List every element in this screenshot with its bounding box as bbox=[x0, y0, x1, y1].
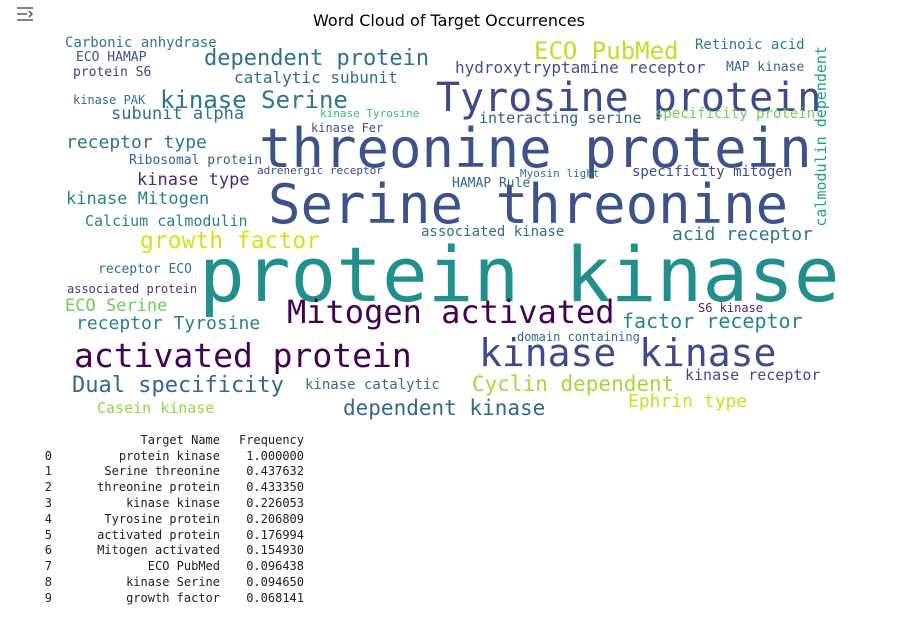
cloud-word: ECO HAMAP bbox=[76, 50, 147, 65]
frequency-cell: 0.154930 bbox=[246, 543, 304, 558]
cloud-word: S6 kinase bbox=[698, 301, 764, 315]
target-name-cell: protein kinase bbox=[118, 448, 220, 463]
column-header: Target Name bbox=[140, 432, 220, 447]
cloud-word: HAMAP Rule bbox=[452, 176, 531, 191]
cloud-word: kinase kinase bbox=[479, 331, 777, 375]
cloud-word: kinase receptor bbox=[685, 366, 821, 384]
cloud-word: kinase Tyrosine bbox=[320, 107, 420, 120]
cloud-word: receptor ECO bbox=[98, 262, 192, 277]
cloud-word: protein kinase bbox=[199, 230, 837, 319]
cloud-word: associated kinase bbox=[421, 224, 565, 240]
cloud-word: dependent protein bbox=[204, 46, 430, 71]
row-index: 2 bbox=[44, 480, 52, 495]
cloud-word: Cyclin dependent bbox=[472, 372, 675, 396]
table-row: 9 growth factor 0.068141 bbox=[0, 590, 304, 606]
cloud-word: Mitogen activated bbox=[287, 293, 615, 331]
frequency-cell: 0.226053 bbox=[246, 496, 304, 511]
row-index: 3 bbox=[44, 496, 52, 511]
cloud-word: kinase Mitogen bbox=[66, 189, 210, 209]
cloud-word: specificity mitogen bbox=[632, 164, 793, 180]
target-name-cell: kinase kinase bbox=[126, 496, 220, 511]
cloud-word: specificity protein bbox=[655, 106, 816, 122]
column-header: Frequency bbox=[238, 432, 304, 447]
target-name-cell: growth factor bbox=[126, 590, 220, 605]
cloud-word: hydroxytryptamine receptor bbox=[455, 58, 706, 77]
target-name-cell: Mitogen activated bbox=[97, 543, 220, 558]
frequency-cell: 0.433350 bbox=[246, 480, 304, 495]
table-row: 3 kinase kinase 0.226053 bbox=[0, 495, 304, 511]
row-index: 9 bbox=[44, 590, 52, 605]
word-cloud-image: protein kinase Serine threonine threonin… bbox=[62, 34, 837, 424]
frequency-cell: 0.176994 bbox=[246, 527, 304, 542]
table-row: 0 protein kinase 1.000000 bbox=[0, 448, 304, 464]
target-name-cell: kinase Serine bbox=[126, 575, 220, 590]
figure-title: Word Cloud of Target Occurrences bbox=[313, 11, 585, 30]
table-header-row: Target Name Frequency bbox=[0, 432, 304, 448]
cloud-word: Dual specificity bbox=[72, 373, 284, 398]
row-index: 5 bbox=[44, 527, 52, 542]
cloud-word: subunit alpha bbox=[111, 104, 245, 124]
cloud-word: Ribosomal protein bbox=[129, 153, 263, 168]
cloud-word: growth factor bbox=[140, 228, 321, 254]
cloud-word: threonine protein bbox=[259, 117, 812, 180]
table-row: 8 kinase Serine 0.094650 bbox=[0, 574, 304, 590]
cloud-word: Retinoic acid bbox=[695, 37, 805, 53]
cloud-word: MAP kinase bbox=[726, 60, 805, 75]
cloud-word: Ephrin type bbox=[628, 391, 748, 412]
cloud-word: factor receptor bbox=[622, 309, 803, 333]
frequency-cell: 0.096438 bbox=[246, 559, 304, 574]
table-row: 7 ECO PubMed 0.096438 bbox=[0, 558, 304, 574]
cloud-word: adrenergic receptor bbox=[257, 164, 383, 177]
output-toggle-icon[interactable] bbox=[14, 4, 36, 24]
cloud-word: Tyrosine protein bbox=[436, 75, 822, 121]
cloud-word: Carbonic anhydrase bbox=[65, 35, 217, 51]
cloud-word: kinase PAK bbox=[73, 93, 146, 107]
row-index: 8 bbox=[44, 575, 52, 590]
target-name-cell: Serine threonine bbox=[104, 464, 220, 479]
cloud-word: domain containing bbox=[517, 330, 640, 344]
row-index: 1 bbox=[44, 464, 52, 479]
cloud-word: interacting serine bbox=[479, 109, 642, 127]
cloud-word: kinase Fer bbox=[311, 121, 384, 135]
cloud-word: Serine threonine bbox=[268, 173, 789, 236]
cloud-word: ECO PubMed bbox=[534, 37, 679, 65]
row-index: 6 bbox=[44, 543, 52, 558]
cloud-word: kinase Serine bbox=[160, 86, 348, 114]
row-index: 0 bbox=[44, 448, 52, 463]
frequency-cell: 0.094650 bbox=[246, 575, 304, 590]
frequency-cell: 0.437632 bbox=[246, 464, 304, 479]
cloud-word: calmodulin dependent bbox=[812, 46, 830, 227]
target-name-cell: threonine protein bbox=[97, 480, 220, 495]
target-name-cell: activated protein bbox=[97, 527, 220, 542]
cloud-word: dependent kinase bbox=[343, 396, 546, 420]
cloud-word: Myosin light bbox=[520, 167, 600, 180]
cloud-word: acid receptor bbox=[672, 224, 813, 245]
target-name-cell: ECO PubMed bbox=[147, 559, 220, 574]
frequency-cell: 1.000000 bbox=[246, 448, 304, 463]
cloud-word: associated protein bbox=[67, 282, 198, 296]
cloud-word: kinase catalytic bbox=[305, 377, 440, 393]
cloud-word: activated protein bbox=[74, 336, 412, 375]
cloud-word: Casein kinase bbox=[97, 399, 215, 417]
table-row: 5 activated protein 0.176994 bbox=[0, 527, 304, 543]
index-header bbox=[0, 432, 68, 448]
cloud-word: receptor Tyrosine bbox=[76, 313, 261, 334]
cloud-word: protein S6 bbox=[73, 65, 152, 80]
frequency-cell: 0.068141 bbox=[246, 590, 304, 605]
table-row: 4 Tyrosine protein 0.206809 bbox=[0, 511, 304, 527]
cloud-word: catalytic subunit bbox=[234, 68, 398, 87]
cloud-word: Calcium calmodulin bbox=[85, 212, 248, 230]
row-index: 7 bbox=[44, 559, 52, 574]
frequency-cell: 0.206809 bbox=[246, 511, 304, 526]
cloud-word: ECO Serine bbox=[65, 296, 168, 316]
table-row: 1 Serine threonine 0.437632 bbox=[0, 464, 304, 480]
frequency-table: Target Name Frequency 0 protein kinase 1.0… bbox=[0, 432, 304, 606]
row-index: 4 bbox=[44, 511, 52, 526]
table-row: 6 Mitogen activated 0.154930 bbox=[0, 543, 304, 559]
target-name-cell: Tyrosine protein bbox=[104, 511, 220, 526]
cloud-word: receptor type bbox=[66, 132, 207, 153]
table-row: 2 threonine protein 0.433350 bbox=[0, 479, 304, 495]
cloud-word: kinase type bbox=[137, 170, 250, 190]
